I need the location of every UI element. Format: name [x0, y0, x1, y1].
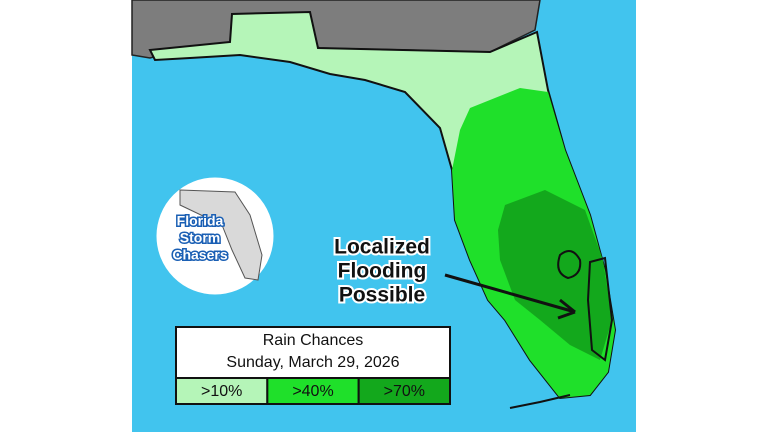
lake-okeechobee: [557, 250, 582, 280]
legend-label: >10%: [201, 383, 242, 400]
arrow-line: [444, 273, 576, 314]
legend-swatch: [357, 377, 451, 405]
legend-label: >40%: [292, 383, 333, 400]
arrow-head: [557, 298, 576, 320]
legend-items: >10% >40% >70%: [175, 377, 451, 405]
logo-line: Chasers: [172, 247, 227, 263]
rain-region-70: [498, 190, 612, 360]
legend-box: [175, 326, 451, 379]
annotation-line: Flooding: [338, 260, 427, 283]
flood-area: [586, 256, 614, 362]
logo-line: Florida: [177, 213, 224, 229]
logo-shape: [179, 189, 263, 281]
keys: [509, 394, 571, 409]
legend-swatch: [175, 377, 269, 405]
legend-date: Sunday, March 29, 2026: [226, 354, 399, 371]
logo-line: Storm: [180, 230, 220, 246]
legend-title: Rain Chances: [263, 332, 364, 349]
annotation-line: Possible: [339, 284, 425, 307]
legend-label: >70%: [384, 383, 425, 400]
annotation-line: Localized: [334, 236, 430, 259]
